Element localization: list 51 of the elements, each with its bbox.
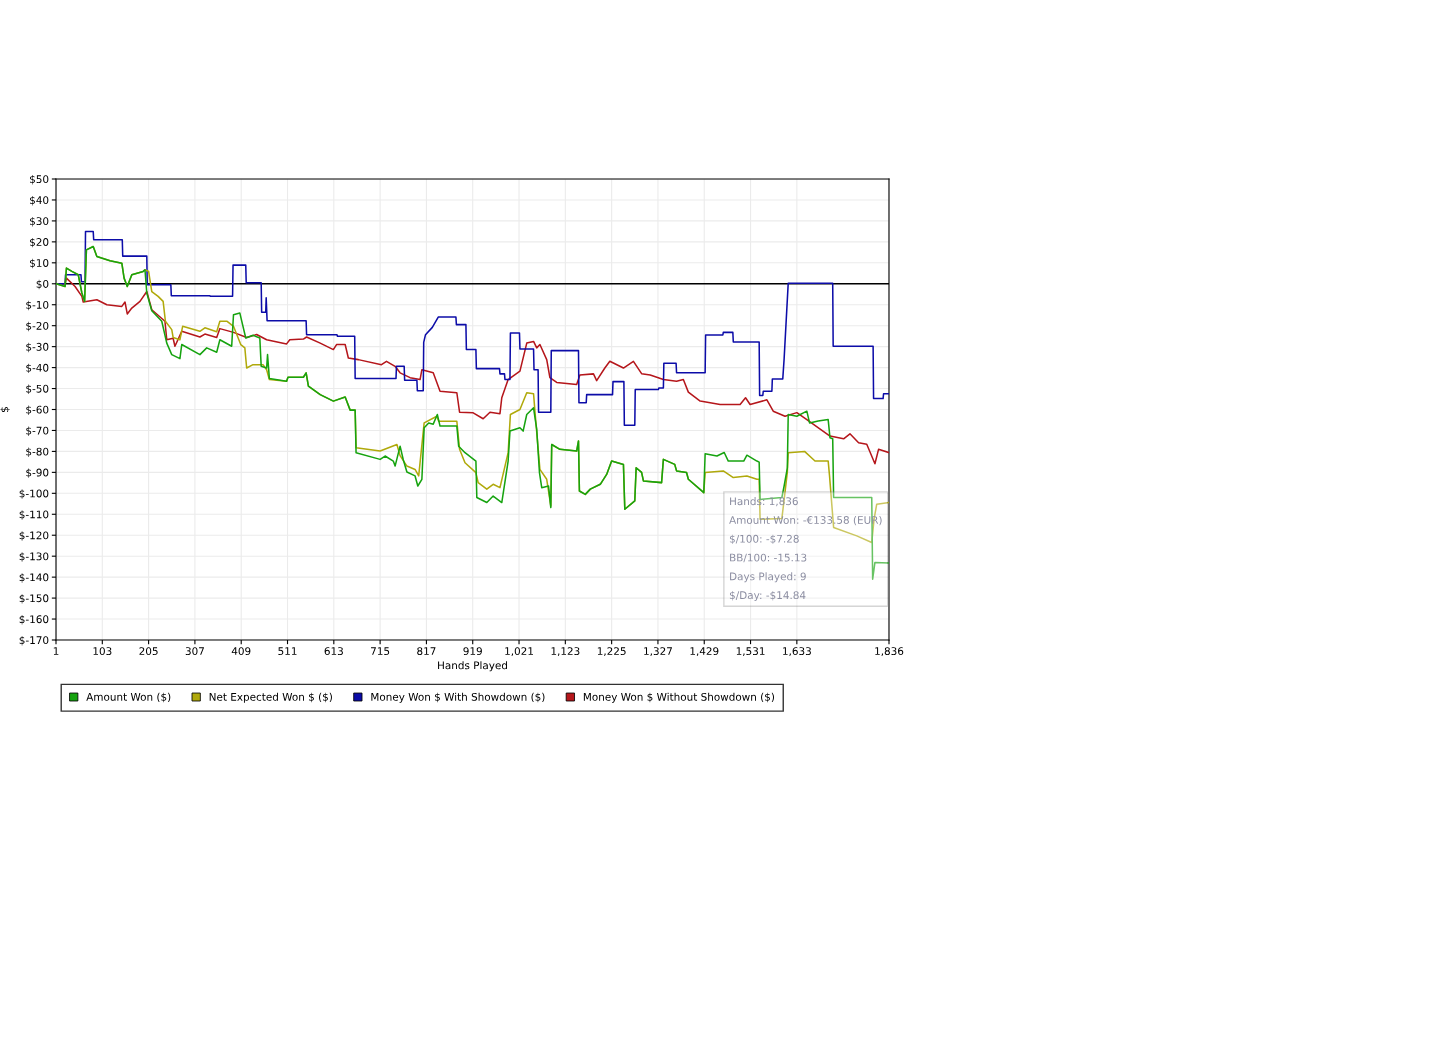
x-tick-label: 409	[231, 647, 251, 656]
x-tick-label: 1,531	[736, 647, 765, 657]
y-tick-label: $-120	[19, 531, 49, 541]
legend-label: Amount Won ($)	[86, 692, 171, 703]
y-tick-label: $-110	[19, 510, 49, 520]
y-tick-label: $10	[30, 258, 49, 269]
y-tick-label: $50	[30, 175, 49, 185]
y-tick-label: $-30	[26, 342, 49, 353]
x-axis-title: Hands Played	[438, 661, 508, 672]
y-tick-label: $-140	[19, 573, 49, 583]
legend-label: Net Expected Won $ ($)	[209, 692, 332, 703]
x-tick-label: 1,429	[690, 647, 719, 657]
x-tick-label: 1,327	[644, 647, 672, 657]
legend-label: Money Won $ With Showdown ($)	[371, 692, 545, 703]
annotation: $/Day: -$14.84	[729, 591, 806, 602]
x-tick-label: 205	[139, 647, 158, 656]
y-tick-label: $-130	[19, 552, 49, 562]
x-tick-label: 511	[278, 647, 297, 656]
x-tick-label: 103	[93, 647, 112, 656]
x-tick-label: 1,021	[505, 647, 533, 657]
y-tick-label: $40	[30, 196, 49, 206]
y-tick-label: $-90	[26, 468, 49, 478]
y-axis-title: $	[0, 407, 10, 412]
x-tick-label: 919	[463, 647, 482, 656]
x-tick-label: 613	[324, 647, 343, 656]
x-tick-label: 1,123	[551, 647, 580, 657]
y-tick-label: $-100	[19, 489, 49, 499]
annotation: $/100: -$7.28	[729, 534, 799, 545]
y-tick-label: $-80	[26, 447, 49, 457]
y-tick-label: $-20	[26, 321, 49, 332]
x-tick-label: 1,836	[875, 647, 904, 657]
y-tick-label: $-50	[26, 384, 49, 395]
y-tick-label: $20	[30, 237, 49, 248]
y-tick-label: $30	[30, 216, 49, 227]
y-tick-label: $-170	[19, 636, 49, 646]
y-tick-label: $-160	[19, 615, 49, 625]
annotation: BB/100: -15.13	[730, 553, 807, 563]
y-tick-label: $-40	[26, 363, 49, 374]
x-tick-label: 307	[185, 647, 204, 656]
y-tick-label: $0	[36, 279, 49, 290]
x-tick-label: 1,633	[783, 647, 811, 657]
y-tick-label: $-60	[26, 405, 49, 415]
annotation: Days Played: 9	[730, 572, 806, 583]
y-tick-label: $-10	[26, 300, 49, 311]
x-tick-label: 1	[53, 647, 59, 655]
x-tick-label: 817	[417, 647, 436, 656]
legend-label: Money Won $ Without Showdown ($)	[583, 692, 775, 703]
y-tick-label: $-150	[19, 594, 49, 604]
x-tick-label: 715	[371, 647, 390, 656]
x-tick-label: 1,225	[597, 647, 626, 657]
y-tick-label: $-70	[26, 426, 49, 436]
